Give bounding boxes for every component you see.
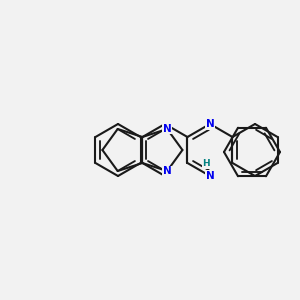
Text: N: N	[206, 171, 214, 181]
Text: N: N	[163, 124, 172, 134]
Text: N: N	[163, 166, 172, 176]
Text: N: N	[206, 119, 214, 129]
Text: H: H	[202, 160, 210, 169]
